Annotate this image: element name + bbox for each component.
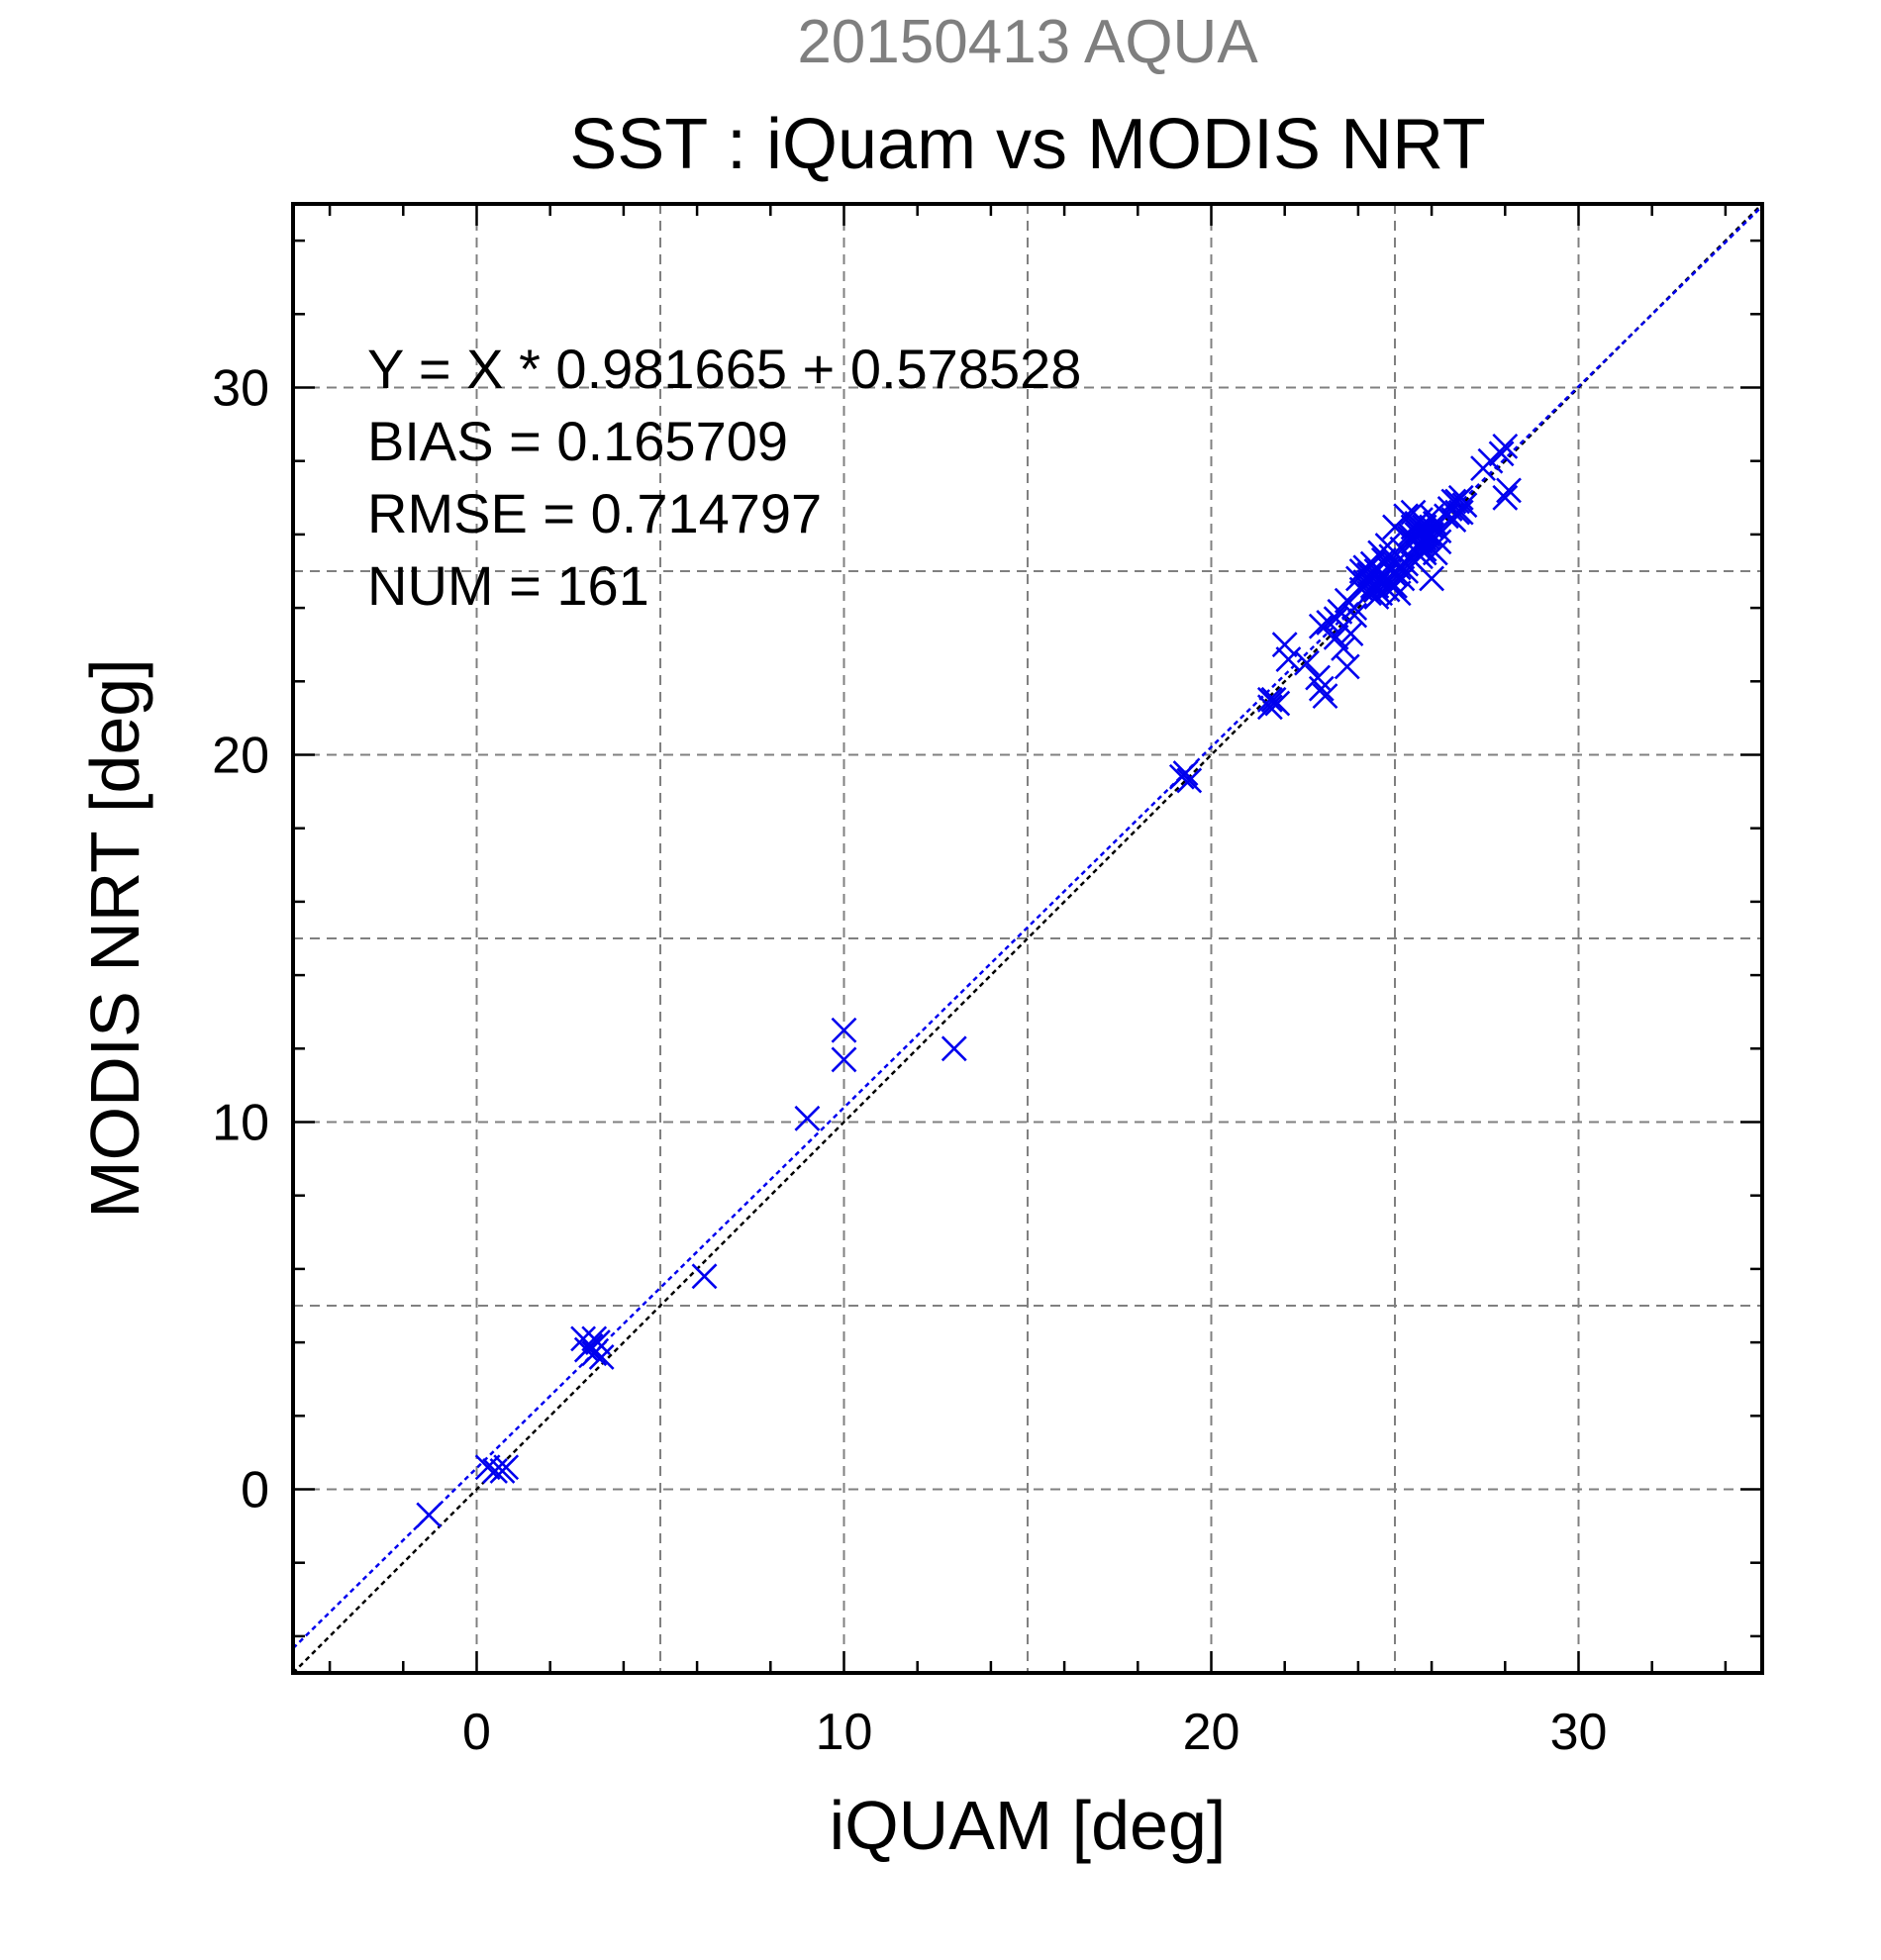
data-points [416,433,1522,1528]
data-point [1256,694,1283,721]
num-stat: NUM = 161 [367,554,649,617]
data-point [1271,632,1298,658]
bias-stat: BIAS = 0.165709 [367,410,788,472]
grid-layer [293,204,1762,1673]
data-point [588,1344,615,1370]
data-point [1294,649,1320,676]
x-tick-label: 10 [816,1704,873,1761]
data-point [1492,484,1519,511]
data-point [474,1454,501,1481]
data-point [1327,598,1353,625]
data-point [831,1017,857,1043]
data-point [581,1325,608,1352]
data-point [1172,760,1199,786]
data-point [1400,546,1427,573]
data-point [1308,675,1335,702]
identity-line [292,203,1763,1674]
data-point [1359,572,1386,599]
chart-title-date: 20150413 AQUA [797,8,1258,76]
reference-lines [292,203,1763,1674]
data-point [1341,602,1368,629]
x-tick-label: 20 [1183,1704,1240,1761]
y-tick-label: 10 [212,1095,269,1152]
x-tick-label: 30 [1550,1704,1608,1761]
data-point [1308,613,1335,639]
y-axis-label: MODIS NRT [deg] [76,658,153,1218]
data-point [1256,686,1283,713]
y-tick-label: 30 [212,360,269,418]
regression-equation: Y = X * 0.981665 + 0.578528 [367,338,1081,400]
data-point [489,1458,516,1484]
data-point [1334,653,1360,680]
data-point [794,1105,821,1131]
data-point [416,1502,443,1528]
data-point [1312,683,1338,710]
tick-labels: 0 10 20 30 0 10 20 30 [212,360,1607,1762]
data-point [1378,572,1405,599]
data-point [940,1035,967,1062]
data-point [1404,521,1431,547]
plot-frame [291,202,1764,1675]
y-tick-label: 20 [212,728,269,785]
data-point [1492,433,1519,459]
x-axis-label: iQUAM [deg] [830,1787,1227,1864]
data-point [1444,488,1470,515]
data-point [831,1046,857,1073]
chart-title: SST : iQuam vs MODIS NRT [569,105,1486,184]
data-point [1264,690,1291,717]
regression-line [292,205,1763,1650]
y-tick-label: 0 [241,1462,269,1519]
data-point [1451,492,1478,519]
data-point [1411,525,1437,551]
data-point [1488,441,1515,467]
data-point [691,1263,718,1290]
data-point [1370,572,1397,599]
rmse-stat: RMSE = 0.714797 [367,482,822,544]
data-point [1323,624,1349,650]
x-tick-label: 0 [462,1704,491,1761]
data-point [1275,646,1302,672]
data-point [1176,767,1203,794]
data-point [1496,477,1522,504]
